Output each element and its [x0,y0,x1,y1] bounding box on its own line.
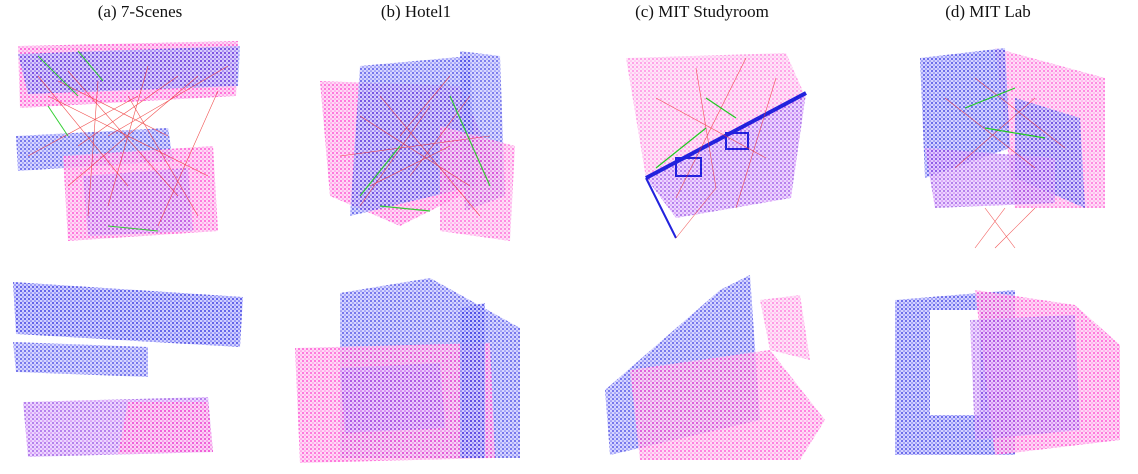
registration-mit-studyroom [616,38,831,248]
caption-mit-studyroom: (c) MIT Studyroom [635,2,769,21]
reconstruction-7-scenes [8,262,248,462]
registration-mit-lab [915,38,1115,253]
reconstruction-hotel1 [290,268,530,468]
caption-7-scenes: (a) 7-Scenes [97,2,183,21]
registration-hotel1 [300,36,530,251]
reconstruction-mit-lab [885,280,1125,465]
reconstruction-mit-studyroom [600,270,830,465]
caption-hotel1: (b) Hotel1 [380,2,452,21]
registration-7-scenes [8,36,248,246]
caption-mit-lab: (d) MIT Lab [945,2,1031,21]
